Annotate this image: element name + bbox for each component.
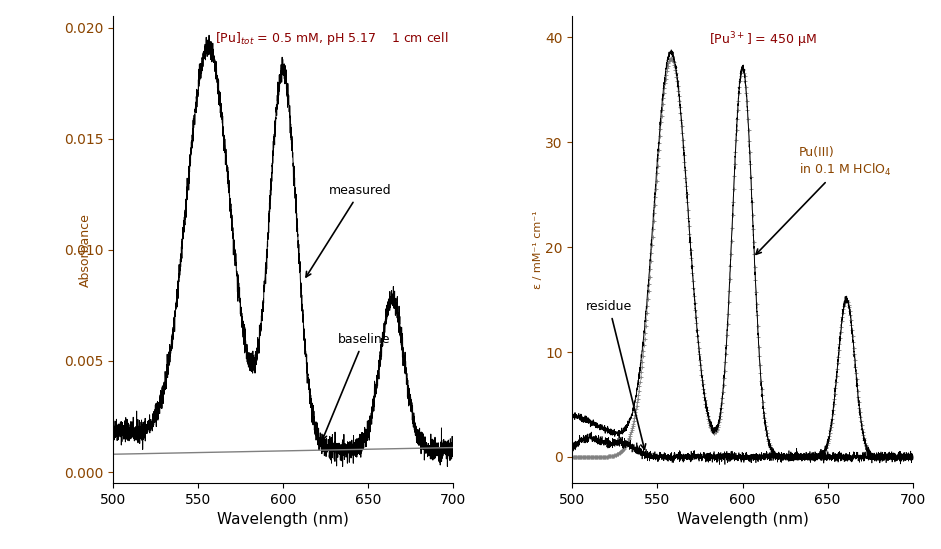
X-axis label: Wavelength (nm): Wavelength (nm) bbox=[677, 512, 808, 528]
Text: [Pu]$_{tot}$ = 0.5 mM, pH 5.17    1 cm cell: [Pu]$_{tot}$ = 0.5 mM, pH 5.17 1 cm cell bbox=[215, 31, 449, 47]
Text: baseline: baseline bbox=[322, 333, 391, 440]
Text: Absorbance: Absorbance bbox=[79, 213, 92, 287]
Text: ε / mM⁻¹ cm⁻¹: ε / mM⁻¹ cm⁻¹ bbox=[534, 210, 543, 289]
Text: residue: residue bbox=[586, 300, 646, 449]
X-axis label: Wavelength (nm): Wavelength (nm) bbox=[217, 512, 349, 528]
Text: Pu(III)
in 0.1 M HClO$_4$: Pu(III) in 0.1 M HClO$_4$ bbox=[756, 147, 891, 254]
Text: [Pu$^{3+}$] = 450 μM: [Pu$^{3+}$] = 450 μM bbox=[709, 31, 816, 50]
Text: measured: measured bbox=[306, 184, 391, 277]
